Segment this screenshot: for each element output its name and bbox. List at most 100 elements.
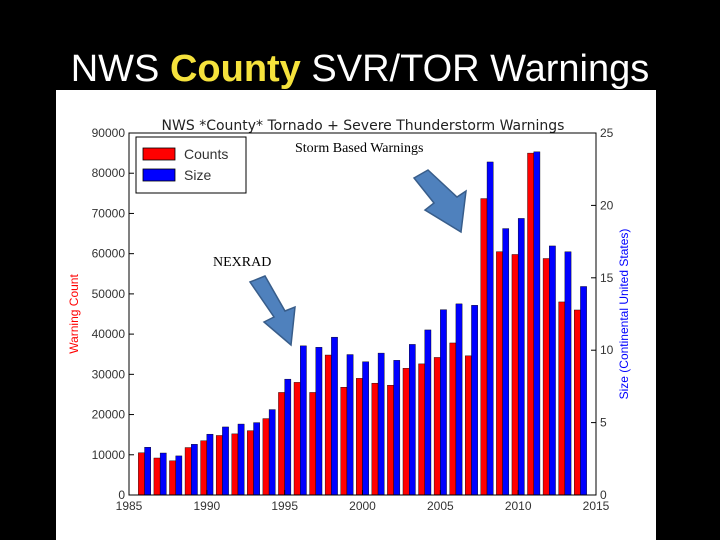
ticks-layer: 1985 1990 1995 2000 2005 2010 2015010000200003… — [92, 126, 614, 513]
bar-size-1993 — [253, 422, 260, 496]
bar-counts-2004 — [418, 363, 425, 496]
y-left-tick-label-80000: 80000 — [92, 166, 126, 180]
x-tick-label-1995: 1995 — [271, 499, 298, 513]
y-right-tick-label-20: 20 — [600, 198, 614, 212]
y-left-tick-label-70000: 70000 — [92, 206, 126, 220]
y-right-tick-label-15: 15 — [600, 271, 614, 285]
y-right-tick-label-0: 0 — [600, 488, 607, 502]
bar-counts-2001 — [371, 382, 379, 496]
bar-counts-1989 — [184, 447, 192, 496]
bar-size-1991 — [222, 426, 229, 496]
y-left-tick-label-0: 0 — [118, 488, 125, 502]
y-right-tick-label-5: 5 — [600, 416, 607, 430]
bar-counts-1996 — [293, 382, 301, 496]
bar-size-2005 — [440, 309, 447, 496]
y-left-label: Warning Count — [67, 274, 81, 354]
bar-size-1997 — [315, 347, 323, 496]
bar-counts-2005 — [433, 357, 441, 496]
legend: Counts Size — [135, 136, 247, 194]
bar-counts-2006 — [449, 342, 457, 496]
bar-counts-2000 — [356, 378, 363, 496]
bar-counts-2009 — [496, 251, 503, 496]
bar-size-2000 — [362, 361, 369, 496]
bar-counts-2011 — [527, 152, 534, 496]
y-left-tick-label-10000: 10000 — [92, 448, 126, 462]
y-left-tick-label-40000: 40000 — [92, 327, 126, 341]
legend-swatch-size — [142, 168, 176, 182]
x-tick-label-2005: 2005 — [427, 499, 454, 513]
bar-size-2002 — [393, 360, 401, 496]
bar-counts-2003 — [402, 368, 410, 496]
x-tick-label-1985: 1985 — [116, 499, 143, 513]
legend-swatch-counts — [142, 147, 176, 161]
y-left-tick-label-30000: 30000 — [92, 367, 126, 381]
slide-title: NWS County SVR/TOR Warnings — [0, 44, 720, 94]
bar-size-1999 — [346, 354, 354, 496]
bar-size-1989 — [191, 444, 198, 496]
y-left-tick-label-20000: 20000 — [92, 408, 126, 422]
bar-size-1998 — [331, 336, 338, 496]
slide-title-prefix: NWS — [70, 48, 170, 90]
bar-size-1994 — [268, 409, 276, 496]
bar-size-2003 — [409, 344, 416, 496]
bar-size-2010 — [517, 218, 525, 496]
x-tick-label-2015: 2015 — [583, 499, 610, 513]
bar-counts-1990 — [200, 440, 208, 496]
bar-counts-1987 — [153, 457, 161, 496]
bar-size-2013 — [564, 251, 572, 496]
bar-size-2001 — [377, 352, 385, 496]
bar-size-1996 — [300, 345, 307, 496]
bar-counts-1993 — [247, 430, 254, 496]
y-left-tick-label-60000: 60000 — [92, 247, 126, 261]
annotation-storm-based: Storm Based Warnings — [295, 141, 424, 156]
bar-counts-1994 — [262, 418, 270, 496]
warnings-chart: NWS *County* Tornado + Severe Thundersto… — [67, 118, 631, 513]
bar-counts-2012 — [542, 258, 550, 496]
bars-layer — [138, 151, 587, 496]
bar-size-1986 — [144, 447, 151, 496]
annotation-nexrad: NEXRAD — [213, 255, 271, 270]
bar-counts-2002 — [387, 384, 394, 496]
bar-counts-2010 — [511, 254, 519, 496]
arrow-storm-based — [412, 169, 467, 234]
bar-size-2004 — [424, 329, 432, 496]
bar-size-1988 — [175, 455, 183, 496]
bar-counts-1991 — [215, 435, 223, 496]
bar-size-2007 — [471, 305, 478, 496]
legend-box — [135, 136, 247, 194]
bar-counts-1986 — [138, 452, 145, 496]
arrow-nexrad — [248, 275, 296, 347]
bar-size-2014 — [580, 286, 587, 496]
legend-label-size: Size — [184, 167, 211, 183]
bar-counts-2014 — [574, 309, 581, 496]
bar-counts-2007 — [465, 355, 472, 496]
bar-counts-1997 — [309, 392, 317, 496]
bar-size-2012 — [549, 245, 556, 496]
y-right-tick-label-25: 25 — [600, 126, 614, 140]
x-tick-label-1990: 1990 — [193, 499, 220, 513]
bar-size-2008 — [486, 161, 494, 496]
bar-counts-2008 — [480, 198, 488, 496]
y-left-tick-label-50000: 50000 — [92, 287, 126, 301]
y-right-tick-label-10: 10 — [600, 343, 614, 357]
bar-counts-1998 — [324, 354, 332, 496]
bar-size-2009 — [502, 228, 510, 496]
bar-size-2006 — [455, 303, 463, 496]
bar-counts-1988 — [169, 460, 176, 496]
bar-counts-1992 — [231, 433, 239, 496]
y-right-label: Size (Continental United States) — [617, 229, 631, 400]
chart-title: NWS *County* Tornado + Severe Thundersto… — [162, 118, 565, 134]
bar-size-1995 — [284, 378, 292, 496]
x-tick-label-2000: 2000 — [349, 499, 376, 513]
bar-size-1990 — [206, 433, 214, 496]
chart-figure: NWS *County* Tornado + Severe Thundersto… — [56, 90, 656, 540]
slide-title-suffix: SVR/TOR Warnings — [300, 48, 650, 90]
bar-size-2011 — [533, 151, 541, 496]
bar-size-1992 — [237, 423, 245, 496]
bar-counts-2013 — [558, 301, 566, 496]
y-left-tick-label-90000: 90000 — [92, 126, 126, 140]
bar-counts-1999 — [340, 387, 348, 496]
x-tick-label-2010: 2010 — [505, 499, 532, 513]
bar-size-1987 — [159, 452, 167, 496]
bar-counts-1995 — [278, 392, 285, 496]
